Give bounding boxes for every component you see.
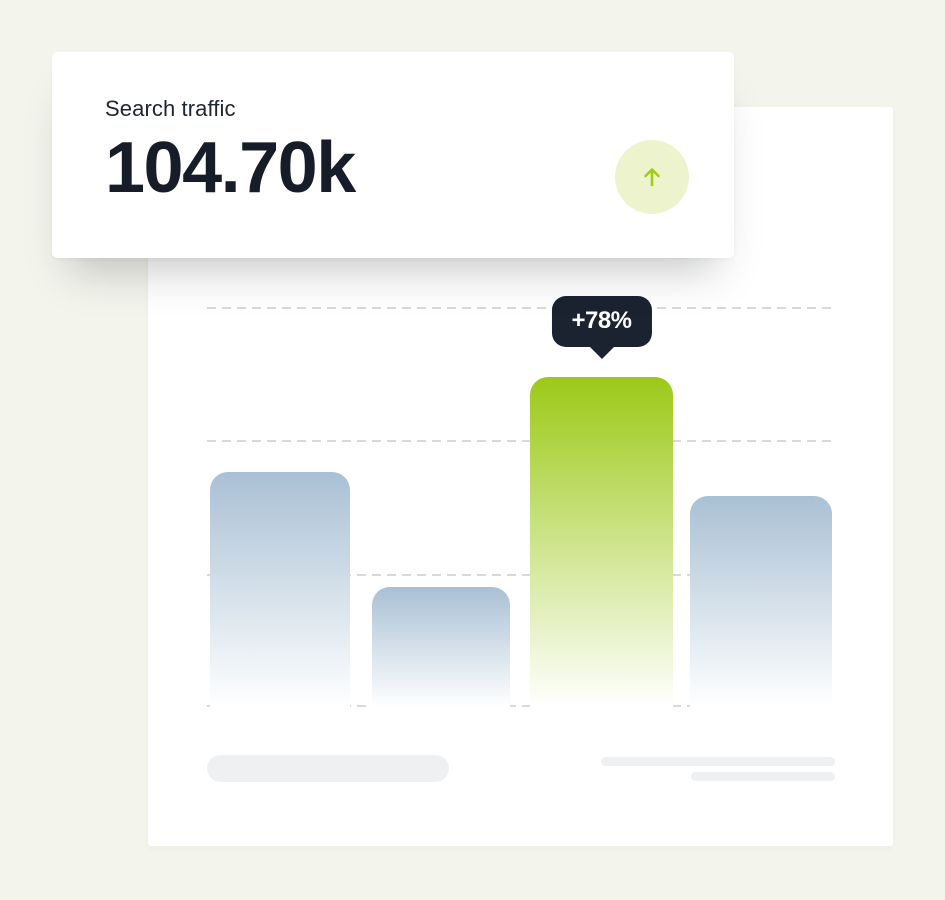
gridline [207, 705, 835, 707]
x-axis-label-placeholder-left [207, 755, 449, 782]
stat-title: Search traffic [105, 96, 236, 121]
stat-card: Search traffic 104.70k [52, 52, 734, 258]
arrow-up-icon [637, 162, 667, 192]
bar-highlighted[interactable]: +78% [530, 296, 673, 707]
gridline [207, 440, 835, 442]
bar-value-tooltip: +78% [551, 296, 652, 347]
bar[interactable] [690, 496, 832, 707]
x-axis-label-placeholder-right-1 [601, 757, 835, 766]
bar[interactable] [210, 472, 350, 707]
bar[interactable] [372, 587, 510, 707]
bar-chart: +78% [207, 296, 835, 707]
x-axis-label-placeholder-right-2 [691, 772, 835, 781]
stat-value: 104.70k [105, 128, 356, 208]
gridline [207, 574, 835, 576]
trend-up-button[interactable] [615, 140, 689, 214]
gridline [207, 307, 835, 309]
tooltip-label: +78% [571, 307, 632, 334]
